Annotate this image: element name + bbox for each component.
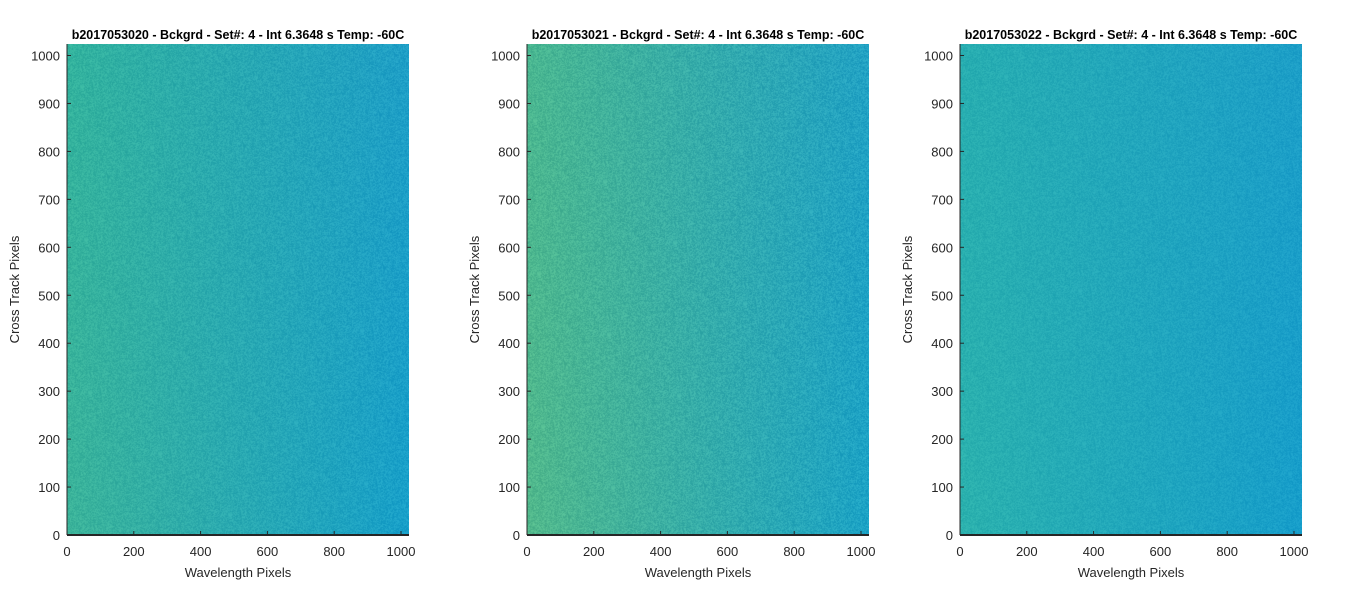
panel-3: b2017053022 - Bckgrd - Set#: 4 - Int 6.3… <box>900 28 1308 580</box>
x-tick-label: 400 <box>190 544 212 559</box>
y-tick-label: 100 <box>498 480 520 495</box>
y-tick-label: 400 <box>38 336 60 351</box>
x-tick-label: 800 <box>783 544 805 559</box>
y-tick-label: 700 <box>931 192 953 207</box>
y-tick-label: 800 <box>498 144 520 159</box>
panel-2: b2017053021 - Bckgrd - Set#: 4 - Int 6.3… <box>467 28 875 580</box>
y-tick-label: 900 <box>498 96 520 111</box>
x-tick-label: 0 <box>956 544 963 559</box>
chart-title: b2017053021 - Bckgrd - Set#: 4 - Int 6.3… <box>532 28 865 42</box>
x-tick-label: 600 <box>717 544 739 559</box>
y-tick-label: 1000 <box>491 49 520 64</box>
x-tick-label: 600 <box>257 544 279 559</box>
heatmap-image <box>527 44 869 535</box>
chart-title: b2017053020 - Bckgrd - Set#: 4 - Int 6.3… <box>72 28 405 42</box>
y-tick-label: 300 <box>498 384 520 399</box>
y-tick-label: 500 <box>498 288 520 303</box>
y-tick-label: 200 <box>38 432 60 447</box>
y-tick-label: 500 <box>931 288 953 303</box>
y-tick-label: 200 <box>931 432 953 447</box>
y-tick-label: 1000 <box>31 49 60 64</box>
x-tick-label: 400 <box>650 544 672 559</box>
y-tick-label: 900 <box>931 96 953 111</box>
y-tick-label: 0 <box>946 528 953 543</box>
y-tick-label: 600 <box>38 240 60 255</box>
y-tick-label: 100 <box>38 480 60 495</box>
x-tick-label: 0 <box>523 544 530 559</box>
heatmap-image <box>67 44 409 535</box>
y-tick-label: 300 <box>931 384 953 399</box>
x-tick-label: 1000 <box>1280 544 1309 559</box>
y-tick-label: 800 <box>931 144 953 159</box>
x-tick-label: 200 <box>123 544 145 559</box>
panel-1: b2017053020 - Bckgrd - Set#: 4 - Int 6.3… <box>7 28 415 580</box>
y-tick-label: 700 <box>38 192 60 207</box>
x-tick-label: 800 <box>323 544 345 559</box>
x-tick-label: 0 <box>63 544 70 559</box>
y-tick-label: 1000 <box>924 49 953 64</box>
y-tick-label: 400 <box>931 336 953 351</box>
y-tick-label: 800 <box>38 144 60 159</box>
x-tick-label: 600 <box>1150 544 1172 559</box>
y-tick-label: 600 <box>931 240 953 255</box>
y-tick-label: 600 <box>498 240 520 255</box>
chart-title: b2017053022 - Bckgrd - Set#: 4 - Int 6.3… <box>965 28 1298 42</box>
x-tick-label: 200 <box>1016 544 1038 559</box>
x-tick-label: 200 <box>583 544 605 559</box>
y-tick-label: 0 <box>53 528 60 543</box>
y-axis-label: Cross Track Pixels <box>900 235 915 343</box>
x-axis-label: Wavelength Pixels <box>1078 565 1185 580</box>
x-axis-label: Wavelength Pixels <box>185 565 292 580</box>
y-tick-label: 300 <box>38 384 60 399</box>
x-axis-label: Wavelength Pixels <box>645 565 752 580</box>
heatmap-image <box>960 44 1302 535</box>
x-tick-label: 800 <box>1216 544 1238 559</box>
y-tick-label: 900 <box>38 96 60 111</box>
y-axis-label: Cross Track Pixels <box>7 235 22 343</box>
y-tick-label: 0 <box>513 528 520 543</box>
y-axis-label: Cross Track Pixels <box>467 235 482 343</box>
y-tick-label: 100 <box>931 480 953 495</box>
y-tick-label: 200 <box>498 432 520 447</box>
y-tick-label: 500 <box>38 288 60 303</box>
y-tick-label: 700 <box>498 192 520 207</box>
x-tick-label: 1000 <box>387 544 416 559</box>
x-tick-label: 400 <box>1083 544 1105 559</box>
x-tick-label: 1000 <box>847 544 876 559</box>
y-tick-label: 400 <box>498 336 520 351</box>
